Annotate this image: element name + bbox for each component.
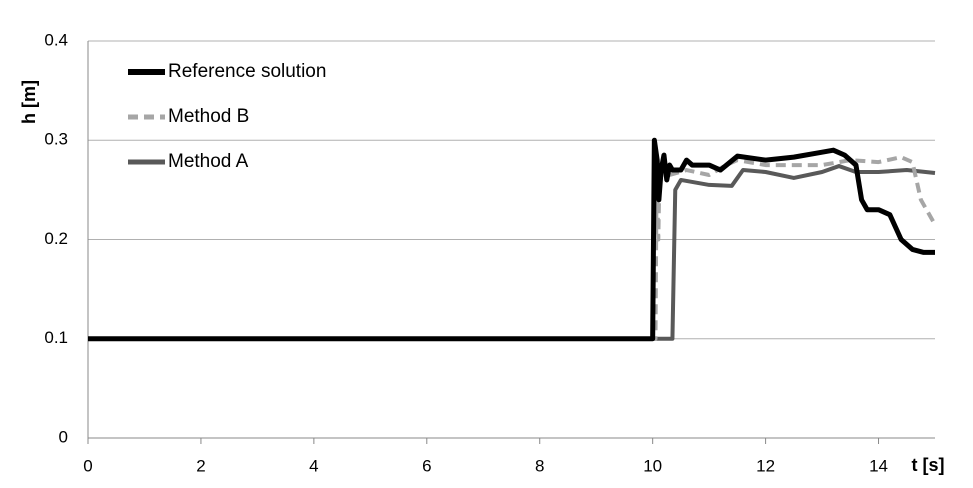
x-tick-label: 8: [535, 456, 544, 475]
x-axis-title: t [s]: [912, 455, 945, 475]
legend-label: Reference solution: [168, 61, 326, 82]
series-line: [88, 137, 935, 342]
y-tick-label: 0: [59, 427, 68, 446]
x-tick-label: 2: [196, 456, 205, 475]
y-axis-title: h [m]: [19, 80, 39, 124]
legend-label: Method A: [168, 151, 249, 172]
series-line: [88, 155, 937, 341]
y-tick-label: 0.1: [44, 328, 68, 347]
y-tick-label: 0.4: [44, 30, 68, 49]
x-tick-label: 12: [756, 456, 775, 475]
x-tick-label: 14: [869, 456, 888, 475]
legend-label: Method B: [168, 106, 249, 127]
x-tick-label: 4: [309, 456, 318, 475]
x-tick-label: 10: [643, 456, 662, 475]
x-tick-label: 0: [83, 456, 92, 475]
series-line: [88, 164, 936, 341]
y-tick-label: 0.3: [44, 130, 68, 149]
x-tick-label: 6: [422, 456, 431, 475]
y-tick-label: 0.2: [44, 229, 68, 248]
